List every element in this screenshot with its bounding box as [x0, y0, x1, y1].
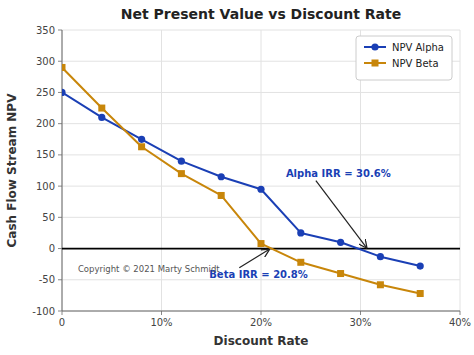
series-line — [62, 67, 420, 293]
grid — [62, 30, 460, 311]
x-tick-label: 40% — [449, 317, 471, 328]
x-tick — [161, 311, 162, 315]
legend-marker — [371, 43, 378, 50]
y-tick — [58, 30, 62, 31]
point — [218, 192, 225, 199]
x-tick-label: 20% — [250, 317, 272, 328]
point — [178, 170, 185, 177]
y-axis-line — [62, 30, 63, 311]
point — [62, 64, 66, 71]
y-tick-label: 200 — [36, 118, 55, 129]
y-tick — [58, 61, 62, 62]
point — [98, 105, 105, 112]
point — [98, 114, 105, 121]
y-tick-label: 50 — [42, 212, 55, 223]
x-grid-line — [62, 30, 63, 311]
annotation: Beta IRR = 20.8% — [209, 269, 308, 280]
point — [297, 229, 304, 236]
point — [258, 240, 265, 247]
x-grid-line — [460, 30, 461, 311]
x-tick — [360, 311, 361, 315]
y-tick-label: -50 — [39, 274, 55, 285]
point — [337, 239, 344, 246]
legend-label: NPV Alpha — [392, 42, 444, 53]
point — [138, 143, 145, 150]
legend: NPV Alpha NPV Beta — [356, 36, 452, 80]
point — [417, 262, 424, 269]
y-tick-label: 250 — [36, 87, 55, 98]
point — [138, 136, 145, 143]
title: Net Present Value vs Discount Rate — [121, 6, 401, 22]
y-tick-label: 350 — [36, 25, 55, 36]
y-axis-label: Cash Flow Stream NPV — [5, 93, 19, 248]
y-tick — [58, 154, 62, 155]
y-grid-line — [62, 311, 460, 312]
y-tick — [58, 123, 62, 124]
x-tick-label: 0 — [59, 317, 65, 328]
x-axis-label: Discount Rate — [214, 334, 309, 348]
annotation: Alpha IRR = 30.6% — [286, 168, 391, 179]
annotation-arrow — [239, 250, 269, 268]
y-tick — [58, 311, 62, 312]
legend-box — [356, 36, 452, 80]
legend-label: NPV Beta — [392, 58, 439, 69]
point — [62, 89, 66, 96]
x-tick — [62, 311, 63, 315]
y-tick — [58, 279, 62, 280]
point — [257, 186, 264, 193]
point — [297, 259, 304, 266]
y-tick — [58, 186, 62, 187]
y-tick — [58, 217, 62, 218]
x-tick — [460, 311, 461, 315]
y-grid-line — [62, 248, 460, 249]
point — [337, 270, 344, 277]
x-tick — [261, 311, 262, 315]
plot-area — [62, 64, 460, 297]
y-tick-label: 150 — [36, 149, 55, 160]
y-tick-label: 100 — [36, 181, 55, 192]
point — [377, 253, 384, 260]
reference-line — [62, 248, 460, 250]
x-tick-label: 10% — [150, 317, 172, 328]
point — [218, 173, 225, 180]
annotation-arrow — [316, 181, 367, 248]
series-line — [62, 92, 420, 266]
y-tick-label: -100 — [32, 306, 55, 317]
x-tick-label: 30% — [349, 317, 371, 328]
point — [377, 281, 384, 288]
y-tick — [58, 92, 62, 93]
y-tick — [58, 248, 62, 249]
legend-marker — [372, 60, 379, 67]
chart: -100 -50 0 50 100 150 200 250 300 350 0 10% 20% 30% 40… — [0, 0, 474, 355]
y-tick-label: 0 — [49, 243, 55, 254]
point — [178, 158, 185, 165]
footnote: Copyright © 2021 Marty Schmidt — [78, 264, 220, 274]
x-axis-line — [62, 311, 460, 312]
point — [417, 290, 424, 297]
y-tick-label: 300 — [36, 56, 55, 67]
